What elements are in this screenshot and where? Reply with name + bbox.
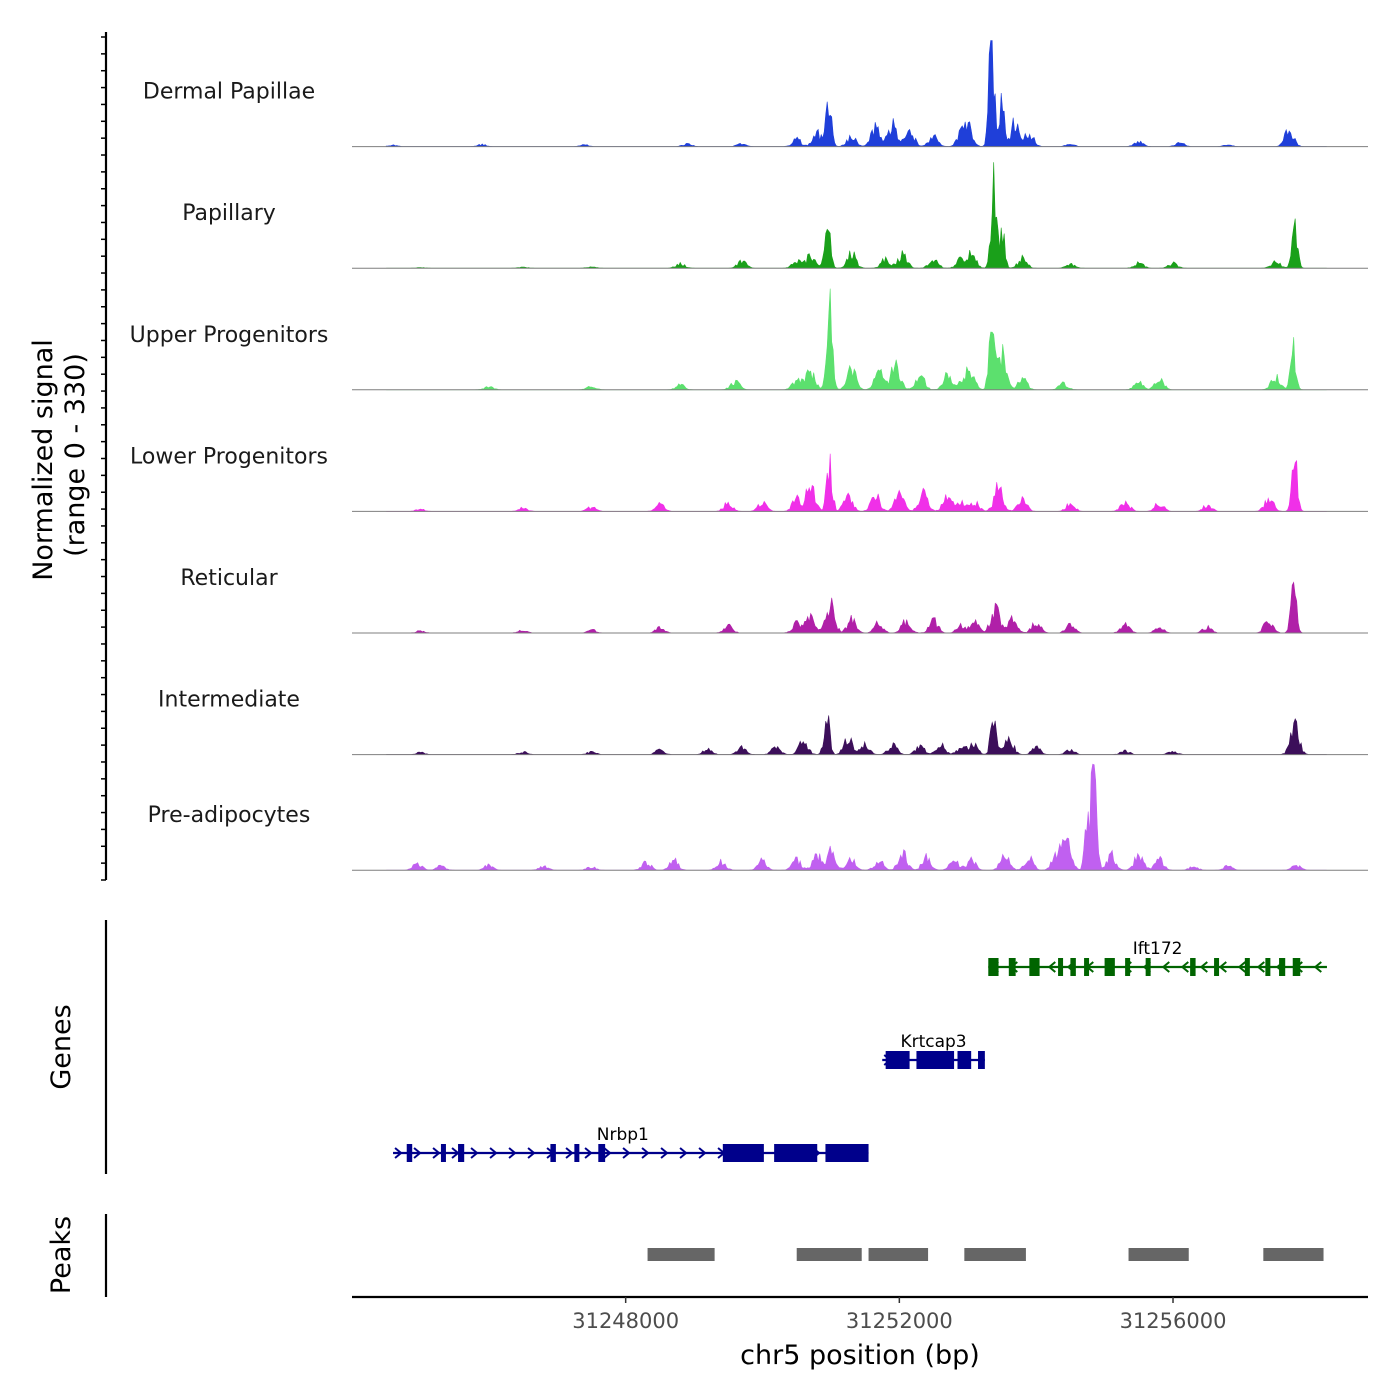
signal-area [385,40,1327,147]
strand-arrow [584,1147,593,1159]
strand-arrow [470,1147,479,1159]
track-intermediate: Intermediate [158,688,1368,756]
gene-exon [1244,958,1250,976]
strand-arrow [413,1147,422,1159]
gene-exon [825,1144,869,1162]
track-upper-progenitors: Upper Progenitors [130,288,1368,391]
strand-arrow [1313,961,1322,973]
strand-arrow [394,1147,403,1159]
track-label: Dermal Papillae [143,80,315,105]
gene-exon [1070,958,1076,976]
strand-arrow [660,1147,669,1159]
x-tick-label: 31252000 [846,1309,953,1333]
strand-arrow [1237,961,1246,973]
gene-exon [774,1144,818,1162]
gene-exon [1084,958,1090,976]
gene-exon [458,1144,465,1162]
gene-exon [722,1144,764,1162]
gene-nrbp1: Nrbp1 [393,1125,869,1162]
coverage-y-axis-range-label: (range 0 - 330) [60,353,91,557]
gene-exon [574,1144,580,1162]
strand-arrow [1180,961,1189,973]
gene-exon [1104,958,1115,976]
gene-exon [1292,958,1301,976]
strand-arrow [1047,961,1056,973]
gene-exon [1058,958,1064,976]
peak-region [796,1248,862,1261]
strand-arrow [1256,961,1265,973]
strand-arrow [1199,961,1208,973]
track-papillary: Papillary [182,162,1368,269]
track-label: Pre-adipocytes [148,803,311,828]
strand-arrow [1161,961,1170,973]
gene-exon [1279,958,1286,976]
gene-label: Krtcap3 [900,1032,966,1052]
track-dermal-papillae: Dermal Papillae [143,40,1368,148]
gene-exon [1190,958,1196,976]
signal-area [386,581,1327,634]
gene-exon [1008,958,1016,976]
strand-arrow [641,1147,650,1159]
track-lower-progenitors: Lower Progenitors [130,444,1368,512]
strand-arrow [489,1147,498,1159]
coverage-y-axis [101,32,108,881]
strand-arrow [603,1147,612,1159]
gene-exon [1125,958,1131,976]
track-label: Intermediate [158,688,300,713]
gene-exon [440,1144,446,1162]
genes-y-axis-label: Genes [46,1004,77,1089]
strand-arrow [527,1147,536,1159]
strand-arrow [508,1147,517,1159]
gene-label: Nrbp1 [597,1125,649,1145]
signal-area [386,453,1327,512]
gene-exon [550,1144,556,1162]
gene-exon [1265,958,1271,976]
peaks-y-axis-label: Peaks [46,1216,77,1294]
peaks-panel [104,1214,1324,1297]
coverage-tracks: Dermal Papillae Papillary Upper Progenitor… [130,40,1368,871]
track-label: Papillary [182,201,276,226]
strand-arrow [565,1147,574,1159]
peak-region [868,1248,929,1261]
gene-exon [916,1051,955,1069]
gene-exon [957,1051,972,1069]
strand-arrow [432,1147,441,1159]
track-label: Upper Progenitors [130,323,329,348]
gene-exon [1145,958,1151,976]
x-tick-label: 31256000 [1120,1309,1227,1333]
genes-panel: Ift172 Krtcap3 Nrbp1 [104,920,1327,1174]
signal-area [386,162,1327,269]
signal-area [386,715,1327,755]
gene-ift172: Ift172 [988,939,1327,976]
gene-exon [885,1051,910,1069]
peak-region [647,1248,715,1261]
gene-krtcap3: Krtcap3 [882,1032,985,1069]
track-label: Lower Progenitors [130,444,328,469]
strand-arrow [1218,961,1227,973]
gene-exon [1029,958,1040,976]
coverage-y-axis-label: Normalized signal [28,339,59,581]
signal-area [386,763,1327,871]
track-reticular: Reticular [180,566,1368,634]
track-label: Reticular [180,566,278,591]
strand-arrow [679,1147,688,1159]
peak-region [1263,1248,1324,1261]
gene-exon [598,1144,606,1162]
gene-exon [406,1144,413,1162]
strand-arrow [698,1147,707,1159]
strand-arrow [622,1147,631,1159]
gene-label: Ift172 [1133,939,1183,959]
x-axis: 31248000 31252000 31256000 [352,1295,1368,1333]
track-pre-adipocytes: Pre-adipocytes [148,763,1368,871]
signal-area [386,288,1327,391]
x-tick-label: 31248000 [572,1309,679,1333]
peak-region [1128,1248,1189,1261]
peak-region [964,1248,1026,1261]
gene-exon [1214,958,1220,976]
gene-exon [978,1051,985,1069]
x-axis-label: chr5 position (bp) [740,1340,980,1371]
gene-exon [988,958,999,976]
